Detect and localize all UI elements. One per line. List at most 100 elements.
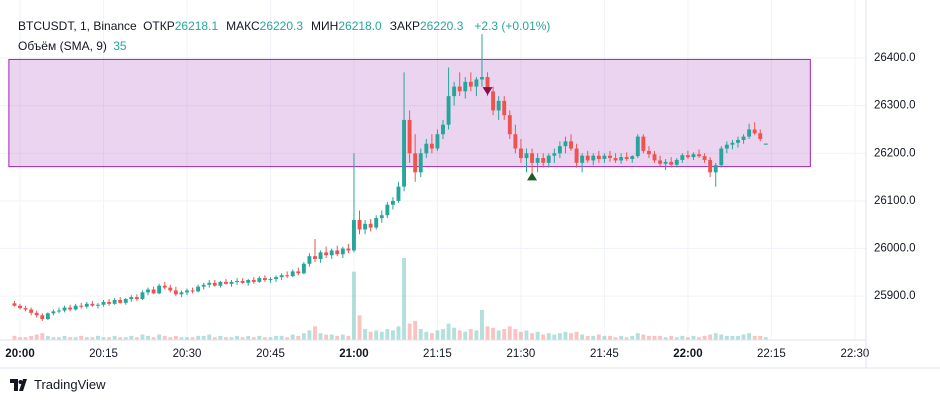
volume-bar [502, 329, 507, 340]
volume-bar [424, 331, 429, 340]
volume-bar [190, 337, 195, 340]
volume-bar [652, 335, 657, 340]
volume-bar [196, 335, 201, 340]
candle-body [95, 304, 100, 306]
symbol: BTCUSDT, 1, Binance [18, 19, 137, 33]
volume-bar [129, 335, 134, 340]
candle-body [268, 279, 273, 281]
candle-body [224, 281, 228, 284]
legend: BTCUSDT, 1, Binance ОТКР26218.1 МАКС26220… [18, 16, 553, 56]
y-tick-label: 26000.0 [874, 243, 916, 255]
candle-body [185, 290, 189, 293]
candle-body [307, 256, 312, 264]
candle-body [218, 281, 223, 286]
volume-bar [285, 337, 290, 340]
candle-body [68, 307, 73, 310]
volume-bar [608, 335, 612, 340]
volume-bar [62, 335, 67, 340]
candle-body [680, 155, 685, 160]
candle-body [747, 129, 752, 137]
candle-body [613, 158, 618, 161]
candle-body [201, 284, 206, 287]
candle-body [296, 271, 301, 274]
volume-bar [485, 326, 490, 340]
y-tick-label: 26200.0 [874, 147, 916, 159]
candle-body [340, 248, 345, 255]
candle-body [196, 286, 201, 292]
candle-body [685, 155, 690, 158]
candle-body [118, 299, 123, 303]
x-tick-label: 20:15 [89, 348, 118, 360]
legend-label: ЗАКР [389, 19, 420, 33]
candle-body [441, 124, 445, 135]
candle-body [34, 312, 39, 316]
volume-bar [118, 337, 123, 340]
volume-bar [151, 337, 156, 340]
candle-body [724, 144, 729, 149]
candle-body [313, 256, 317, 260]
candle-body [90, 303, 95, 306]
volume-bar [101, 337, 106, 340]
volume-bar [507, 326, 512, 340]
candle-body [173, 290, 178, 295]
candle-body [12, 303, 17, 306]
candle-body [207, 282, 212, 285]
x-tick-label: 21:00 [339, 348, 368, 360]
candle-body [274, 277, 278, 280]
candle-body [190, 290, 195, 292]
candle-body [518, 148, 523, 159]
volume-bar [301, 333, 306, 340]
candle-body [730, 142, 735, 145]
candle-body [563, 141, 568, 147]
candle-body [140, 292, 145, 300]
legend-value: 26220.3 [259, 19, 304, 33]
candle-body [608, 155, 612, 159]
volume-bar [619, 335, 624, 340]
y-tick-label: 25900.0 [874, 290, 916, 302]
candle-body [546, 155, 551, 163]
volume-bar [518, 331, 523, 340]
candle-body [318, 252, 323, 260]
brand-name: TradingView [34, 377, 106, 392]
candle-body [162, 285, 167, 288]
candle-body [602, 155, 607, 159]
volume-bar [496, 330, 501, 340]
volume-bar [747, 333, 752, 340]
volume-bar [557, 333, 562, 340]
volume-bar [513, 329, 518, 340]
candle-body [146, 289, 150, 293]
legend-value: 26218.1 [174, 19, 219, 33]
candle-body [262, 278, 267, 280]
volume-bar [435, 330, 440, 340]
x-tick-label: 20:00 [5, 348, 34, 360]
volume-bar [240, 337, 245, 340]
candle-body [574, 148, 579, 163]
volume-bar [146, 335, 150, 340]
volume-bar [340, 334, 345, 340]
volume-bar [51, 337, 56, 340]
candle-body [379, 215, 384, 219]
candle-body [552, 153, 557, 156]
volume-bar [574, 331, 579, 340]
volume-bar [719, 334, 724, 340]
candle-body [641, 136, 646, 151]
volume-bar [279, 335, 284, 340]
signal-marker [527, 172, 538, 181]
volume-bar [452, 327, 457, 340]
volume-bar [641, 334, 646, 340]
volume-bar [90, 337, 95, 340]
candle-body [45, 313, 50, 320]
volume-bar [591, 335, 596, 340]
candle-body [674, 159, 679, 165]
volume-bar [290, 334, 295, 340]
volume-bar [357, 315, 362, 340]
candle-body [452, 86, 457, 97]
price-legend: BTCUSDT, 1, Binance ОТКР26218.1 МАКС26220… [18, 16, 553, 36]
x-tick-label: 21:15 [423, 348, 452, 360]
brand[interactable]: TradingView [10, 377, 106, 392]
volume-bar [474, 330, 479, 340]
candle-body [763, 143, 768, 145]
y-tick-label: 26400.0 [874, 52, 916, 64]
candle-body [23, 308, 28, 310]
candle-body [569, 141, 573, 149]
